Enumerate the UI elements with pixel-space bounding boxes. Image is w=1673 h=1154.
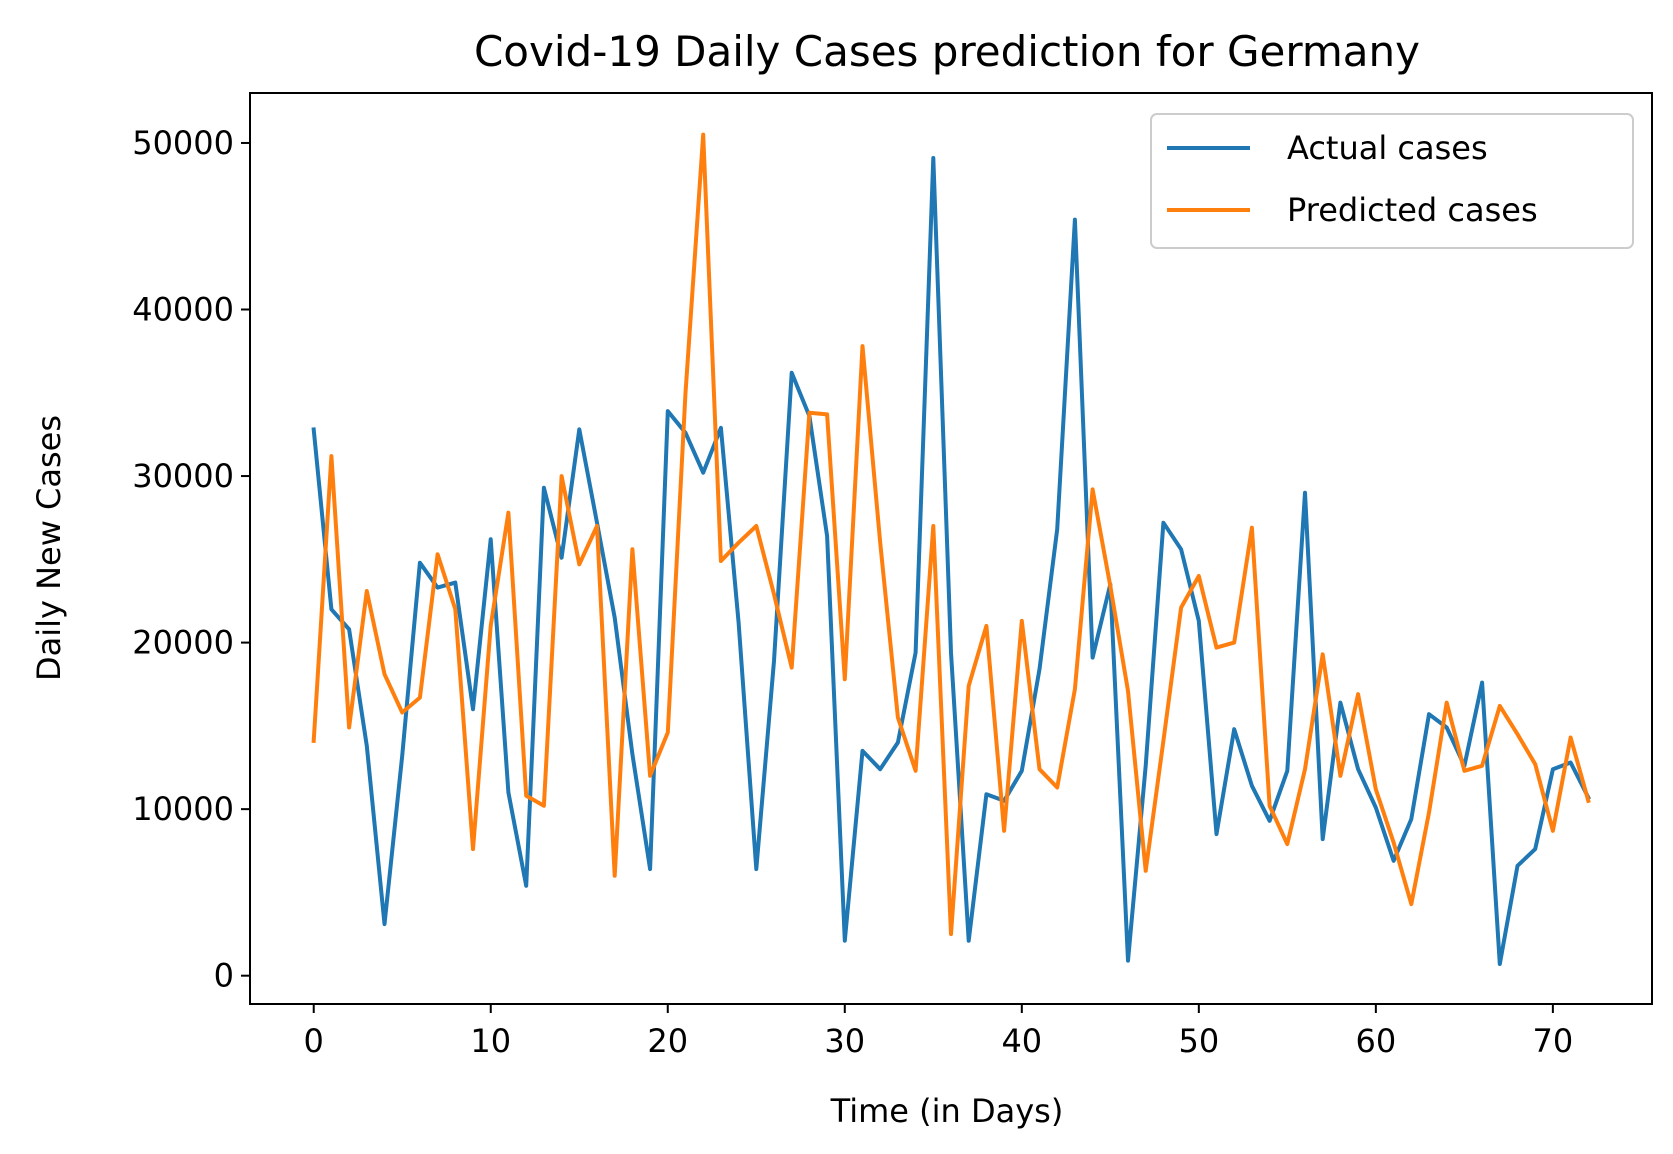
y-tick-label: 50000 bbox=[132, 124, 234, 162]
y-tick-label: 30000 bbox=[132, 457, 234, 495]
y-axis-label: Daily New Cases bbox=[30, 415, 68, 681]
x-tick-label: 60 bbox=[1355, 1022, 1396, 1060]
x-tick-label: 40 bbox=[1001, 1022, 1042, 1060]
axes-frame bbox=[249, 92, 1653, 1005]
x-tick-label: 10 bbox=[470, 1022, 511, 1060]
legend-box bbox=[1150, 113, 1634, 249]
x-axis-label: Time (in Days) bbox=[830, 1092, 1064, 1130]
legend-label-predicted: Predicted cases bbox=[1287, 191, 1538, 229]
x-tick-label: 70 bbox=[1533, 1022, 1574, 1060]
legend-label-actual: Actual cases bbox=[1287, 129, 1488, 167]
series-line-actual bbox=[311, 156, 1591, 966]
y-tick-label: 0 bbox=[214, 957, 234, 995]
x-tick-label: 20 bbox=[647, 1022, 688, 1060]
x-axis-ticks: 0 10 20 30 40 50 60 70 bbox=[304, 1004, 1574, 1060]
x-tick-label: 0 bbox=[304, 1022, 324, 1060]
legend: Actual cases Predicted cases bbox=[1150, 113, 1634, 249]
y-tick-label: 20000 bbox=[132, 624, 234, 662]
series-line-predicted bbox=[311, 132, 1591, 937]
y-axis-ticks: 0 10000 20000 30000 40000 50000 bbox=[132, 124, 250, 995]
y-tick-label: 10000 bbox=[132, 790, 234, 828]
y-tick-label: 40000 bbox=[132, 291, 234, 329]
series-lines bbox=[311, 132, 1591, 966]
x-tick-label: 50 bbox=[1178, 1022, 1219, 1060]
x-tick-label: 30 bbox=[824, 1022, 865, 1060]
chart-title: Covid-19 Daily Cases prediction for Germ… bbox=[474, 27, 1420, 76]
